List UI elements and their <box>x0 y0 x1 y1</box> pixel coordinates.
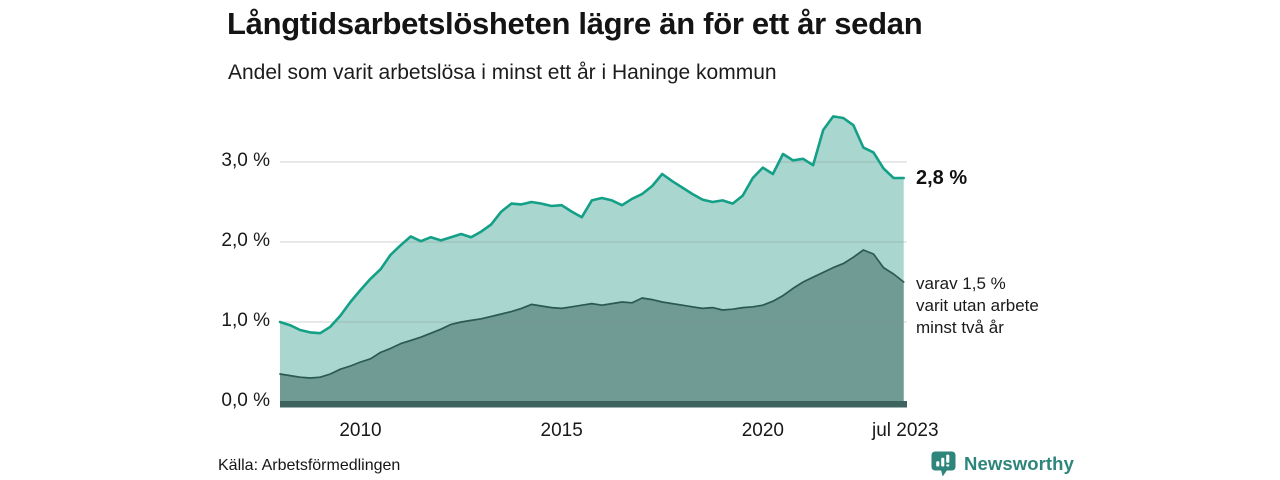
brand-name: Newsworthy <box>964 453 1074 474</box>
x-axis-tick-label: jul 2023 <box>871 420 939 441</box>
x-axis-tick-label: 2015 <box>540 420 583 441</box>
x-axis-tick-label: 2020 <box>741 420 784 441</box>
x-axis-line <box>280 401 907 408</box>
page-title: Långtidsarbetslösheten lägre än för ett … <box>227 6 923 41</box>
value-label-secondary-line: varit utan arbete <box>916 296 1039 315</box>
y-axis-tick-label: 3,0 % <box>221 150 270 171</box>
value-label-secondary: varav 1,5 % varit utan arbete minst två … <box>916 273 1039 339</box>
page-subtitle: Andel som varit arbetslösa i minst ett å… <box>228 61 777 84</box>
series-1yr-line <box>278 115 906 335</box>
x-axis-tick-label: 2010 <box>339 420 382 441</box>
brand-logo: Newsworthy <box>930 450 1074 478</box>
series-2yr-line <box>279 249 905 379</box>
series-2yr-area <box>280 250 904 402</box>
newsworthy-icon <box>931 451 956 477</box>
value-label-primary: 2,8 % <box>916 167 968 189</box>
y-axis-tick-label: 1,0 % <box>221 310 270 331</box>
value-label-secondary-line: minst två år <box>916 318 1004 337</box>
y-axis-tick-label: 0,0 % <box>221 390 270 411</box>
value-label-secondary-line: varav 1,5 % <box>916 274 1006 293</box>
y-axis-tick-label: 2,0 % <box>221 230 270 251</box>
source-note: Källa: Arbetsförmedlingen <box>218 457 401 474</box>
